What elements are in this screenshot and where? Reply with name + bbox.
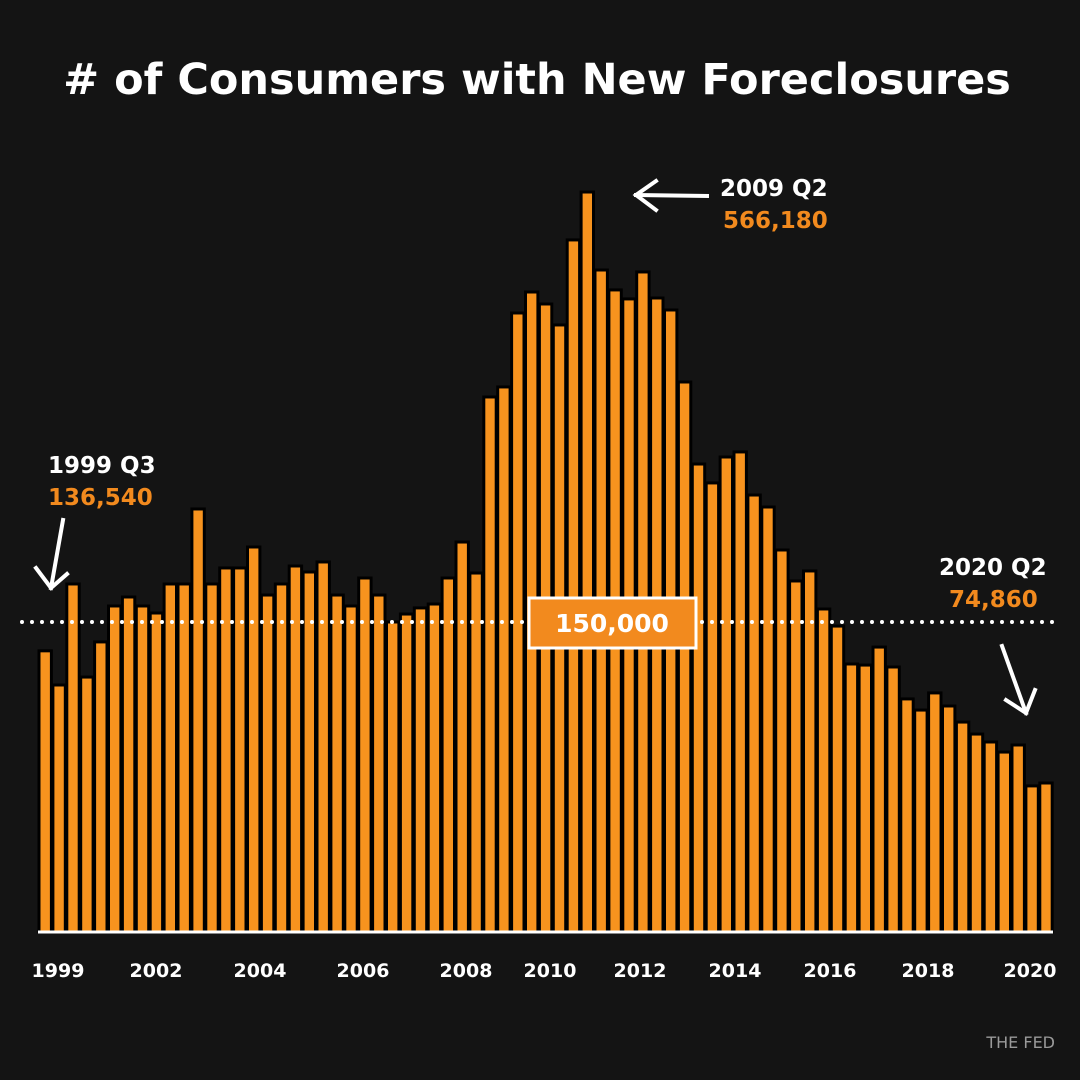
bar: [273, 582, 290, 934]
arrow-down-left-icon: [33, 517, 70, 591]
bar: [482, 395, 498, 934]
bar: [93, 640, 109, 934]
bar: [996, 750, 1012, 934]
bar: [982, 740, 999, 934]
bar: [107, 604, 123, 934]
bar: [468, 571, 484, 934]
bar: [357, 576, 373, 934]
bar: [162, 582, 179, 934]
bar: [51, 683, 67, 934]
bar: [190, 507, 206, 934]
bar: [176, 582, 192, 934]
bar: [899, 697, 915, 934]
x-tick-label: 2012: [614, 960, 667, 982]
bar: [79, 675, 95, 934]
bar: [760, 505, 776, 934]
x-tick-label: 2002: [130, 960, 183, 982]
bar: [913, 708, 929, 934]
bar: [148, 611, 165, 934]
bar: [65, 582, 81, 934]
bar: [385, 620, 401, 934]
bar: [941, 704, 957, 934]
annotation-peak-period: 2009 Q2: [720, 176, 828, 202]
x-tick-label: 2004: [234, 960, 287, 982]
x-tick-label: 2010: [524, 960, 577, 982]
bar: [927, 691, 943, 934]
annotation-end-period: 2020 Q2: [939, 555, 1047, 581]
bar: [134, 604, 151, 934]
bar: [343, 604, 359, 934]
bar: [857, 663, 873, 934]
bar: [232, 566, 248, 934]
bar: [579, 190, 595, 934]
x-tick-label: 2014: [709, 960, 762, 982]
bar: [496, 385, 512, 934]
bar: [1024, 784, 1040, 934]
bar: [676, 380, 693, 934]
bar: [802, 569, 818, 934]
bar: [454, 540, 470, 934]
x-axis-ticks: 1999 2002 2004 2006 2008 2010 2012 2014 2016 2018…: [32, 960, 1057, 982]
bar: [398, 612, 415, 934]
bar: [259, 593, 276, 934]
bar: [440, 576, 457, 934]
bar: [37, 649, 53, 934]
bar: [968, 732, 985, 934]
reference-label-box: [527, 596, 698, 650]
annotation-start-value: 136,540: [48, 485, 153, 511]
x-tick-label: 2008: [440, 960, 493, 982]
bar: [954, 720, 971, 934]
x-tick-label: 2006: [337, 960, 390, 982]
annotation-peak-value: 566,180: [723, 208, 828, 234]
bar: [315, 560, 331, 934]
bar: [732, 450, 748, 934]
bar: [829, 624, 846, 934]
bar: [301, 570, 318, 934]
bar: [704, 481, 721, 934]
bar: [246, 545, 262, 934]
bar: [746, 493, 762, 934]
bar: [329, 593, 345, 934]
bar: [718, 455, 734, 934]
x-tick-label: 2016: [804, 960, 857, 982]
bar: [426, 602, 443, 934]
source-label: THE FED: [985, 1033, 1055, 1052]
bar: [690, 462, 707, 934]
bar: [774, 548, 790, 934]
bar: [204, 582, 220, 934]
bar: [412, 606, 429, 934]
bar: [565, 238, 582, 934]
chart-title: # of Consumers with New Foreclosures: [63, 55, 1011, 105]
reference-label: 150,000: [555, 609, 669, 638]
bar: [843, 662, 860, 934]
bar: [1038, 781, 1054, 934]
bar: [788, 579, 804, 934]
x-tick-label: 1999: [32, 960, 85, 982]
bar: [371, 593, 387, 934]
bar: [1010, 743, 1026, 934]
annotation-start-period: 1999 Q3: [48, 453, 156, 479]
arrow-down-right-icon: [999, 643, 1038, 717]
x-tick-label: 2018: [902, 960, 955, 982]
bar: [815, 607, 832, 934]
x-tick-label: 2020: [1004, 960, 1057, 982]
arrow-left-icon: [632, 178, 710, 213]
bar: [871, 645, 887, 934]
annotation-end-value: 74,860: [949, 587, 1038, 613]
bar: [120, 595, 137, 934]
bar: [885, 665, 901, 934]
